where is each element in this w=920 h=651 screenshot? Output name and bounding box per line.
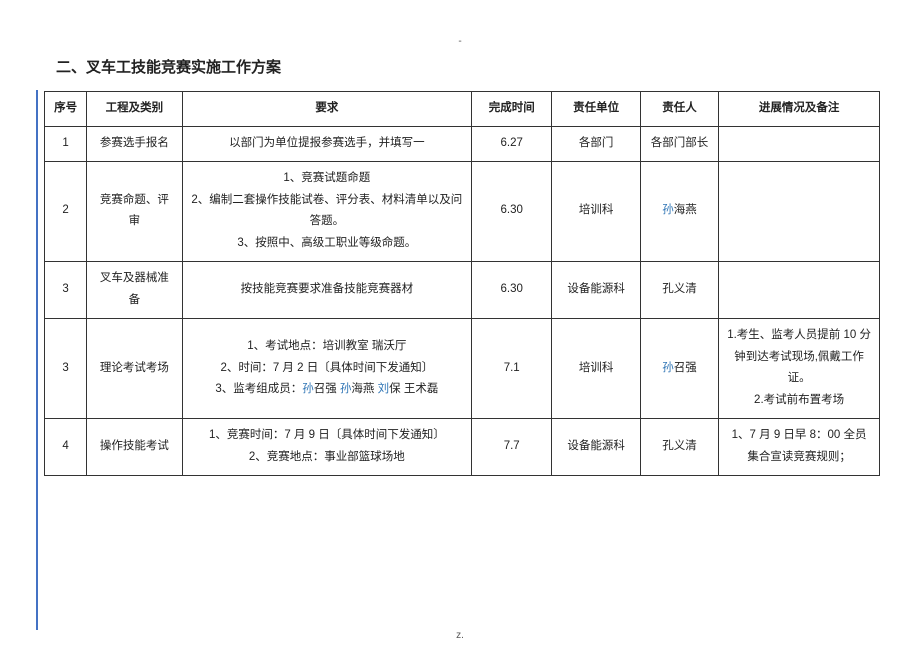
footer-marker: z. xyxy=(0,630,920,641)
cell-dept: 培训科 xyxy=(552,318,640,418)
cell-cat: 竞赛命题、评审 xyxy=(87,161,182,261)
col-req: 要求 xyxy=(182,92,471,127)
section-title: 二、叉车工技能竞赛实施工作方案 xyxy=(56,56,880,77)
cell-req: 1、考试地点：培训教室 瑞沃厅2、时间：7 月 2 日〔具体时间下发通知〕3、监… xyxy=(182,318,471,418)
document-page: 二、叉车工技能竞赛实施工作方案 序号 工程及类别 要求 完成时间 责任单位 责任… xyxy=(0,0,920,476)
req-line: 1、竞赛时间：7 月 9 日〔具体时间下发通知〕 xyxy=(191,425,463,447)
highlight-text: 刘 xyxy=(378,383,390,395)
req-line: 以部门为单位提报参赛选手，并填写一 xyxy=(191,133,463,155)
cell-req: 1、竞赛试题命题2、编制二套操作技能试卷、评分表、材料清单以及问答题。3、按照中… xyxy=(182,161,471,261)
table-row: 4操作技能考试1、竞赛时间：7 月 9 日〔具体时间下发通知〕2、竞赛地点：事业… xyxy=(45,419,880,476)
cell-note: 1.考生、监考人员提前 10 分钟到达考试现场,佩戴工作证。2.考试前布置考场 xyxy=(719,318,880,418)
col-note: 进展情况及备注 xyxy=(719,92,880,127)
header-marker: - xyxy=(0,36,920,47)
table-row: 2竞赛命题、评审1、竞赛试题命题2、编制二套操作技能试卷、评分表、材料清单以及问… xyxy=(45,161,880,261)
cell-cat: 操作技能考试 xyxy=(87,419,182,476)
cell-no: 3 xyxy=(45,318,87,418)
highlight-text: 孙 xyxy=(662,204,674,216)
table-header-row: 序号 工程及类别 要求 完成时间 责任单位 责任人 进展情况及备注 xyxy=(45,92,880,127)
cell-no: 1 xyxy=(45,126,87,161)
left-accent-bar xyxy=(36,90,38,630)
cell-cat: 参赛选手报名 xyxy=(87,126,182,161)
cell-no: 4 xyxy=(45,419,87,476)
cell-note: 1、7 月 9 日早 8：00 全员集合宣读竞赛规则； xyxy=(719,419,880,476)
highlight-text: 孙 xyxy=(340,383,352,395)
req-line: 按技能竞赛要求准备技能竞赛器材 xyxy=(191,279,463,301)
cell-owner: 各部门部长 xyxy=(640,126,718,161)
table-row: 3理论考试考场1、考试地点：培训教室 瑞沃厅2、时间：7 月 2 日〔具体时间下… xyxy=(45,318,880,418)
plan-table: 序号 工程及类别 要求 完成时间 责任单位 责任人 进展情况及备注 1参赛选手报… xyxy=(44,91,880,476)
cell-owner: 孙海燕 xyxy=(640,161,718,261)
note-line: 2.考试前布置考场 xyxy=(727,390,871,412)
cell-time: 7.1 xyxy=(472,318,552,418)
col-time: 完成时间 xyxy=(472,92,552,127)
note-line: 1.考生、监考人员提前 10 分钟到达考试现场,佩戴工作证。 xyxy=(727,325,871,391)
table-row: 3叉车及器械准备按技能竞赛要求准备技能竞赛器材 6.30设备能源科孔义清 xyxy=(45,262,880,319)
cell-dept: 设备能源科 xyxy=(552,419,640,476)
req-line: 3、按照中、高级工职业等级命题。 xyxy=(191,233,463,255)
col-cat: 工程及类别 xyxy=(87,92,182,127)
cell-dept: 各部门 xyxy=(552,126,640,161)
cell-cat: 理论考试考场 xyxy=(87,318,182,418)
cell-note xyxy=(719,126,880,161)
note-line: 1、7 月 9 日早 8：00 全员集合宣读竞赛规则； xyxy=(727,425,871,469)
cell-no: 2 xyxy=(45,161,87,261)
cell-dept: 设备能源科 xyxy=(552,262,640,319)
cell-time: 7.7 xyxy=(472,419,552,476)
cell-time: 6.27 xyxy=(472,126,552,161)
cell-time: 6.30 xyxy=(472,262,552,319)
col-no: 序号 xyxy=(45,92,87,127)
highlight-text: 孙 xyxy=(302,383,314,395)
cell-note xyxy=(719,161,880,261)
cell-req: 1、竞赛时间：7 月 9 日〔具体时间下发通知〕2、竞赛地点：事业部篮球场地 xyxy=(182,419,471,476)
col-dept: 责任单位 xyxy=(552,92,640,127)
req-line: 1、竞赛试题命题 xyxy=(191,168,463,190)
table-row: 1参赛选手报名以部门为单位提报参赛选手，并填写一 6.27各部门各部门部长 xyxy=(45,126,880,161)
req-line: 2、竞赛地点：事业部篮球场地 xyxy=(191,447,463,469)
cell-note xyxy=(719,262,880,319)
cell-owner: 孔义清 xyxy=(640,262,718,319)
cell-no: 3 xyxy=(45,262,87,319)
req-line: 3、监考组成员：孙召强 孙海燕 刘保 王术磊 xyxy=(191,379,463,401)
req-line: 1、考试地点：培训教室 瑞沃厅 xyxy=(191,336,463,358)
cell-cat: 叉车及器械准备 xyxy=(87,262,182,319)
cell-owner: 孙召强 xyxy=(640,318,718,418)
cell-dept: 培训科 xyxy=(552,161,640,261)
req-line: 2、时间：7 月 2 日〔具体时间下发通知〕 xyxy=(191,358,463,380)
table-body: 1参赛选手报名以部门为单位提报参赛选手，并填写一 6.27各部门各部门部长 2竞赛命… xyxy=(45,126,880,475)
req-line: 2、编制二套操作技能试卷、评分表、材料清单以及问答题。 xyxy=(191,190,463,234)
cell-req: 以部门为单位提报参赛选手，并填写一 xyxy=(182,126,471,161)
cell-time: 6.30 xyxy=(472,161,552,261)
col-owner: 责任人 xyxy=(640,92,718,127)
cell-owner: 孔义清 xyxy=(640,419,718,476)
cell-req: 按技能竞赛要求准备技能竞赛器材 xyxy=(182,262,471,319)
highlight-text: 孙 xyxy=(662,362,674,374)
